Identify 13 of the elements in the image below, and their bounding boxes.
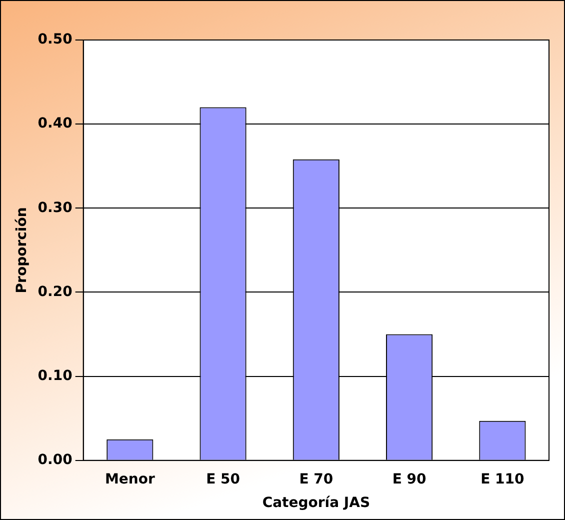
x-tick-label: E 70 xyxy=(299,471,334,488)
y-tick-label: 0.50 xyxy=(38,32,73,48)
x-axis-title: Categoría JAS xyxy=(262,495,370,512)
x-tick-label: E 90 xyxy=(392,471,427,488)
y-tick-label: 0.40 xyxy=(38,116,73,132)
y-tick-label: 0.30 xyxy=(38,200,73,216)
x-tick-label: Menor xyxy=(104,471,155,488)
x-tick-label: E 110 xyxy=(480,471,525,488)
y-tick-label: 0.00 xyxy=(38,452,73,468)
y-tick-label: 0.20 xyxy=(38,284,73,300)
y-tick-label: 0.10 xyxy=(38,368,73,384)
x-tick-label: E 50 xyxy=(206,471,240,488)
y-axis-title: Proporción xyxy=(14,207,30,294)
